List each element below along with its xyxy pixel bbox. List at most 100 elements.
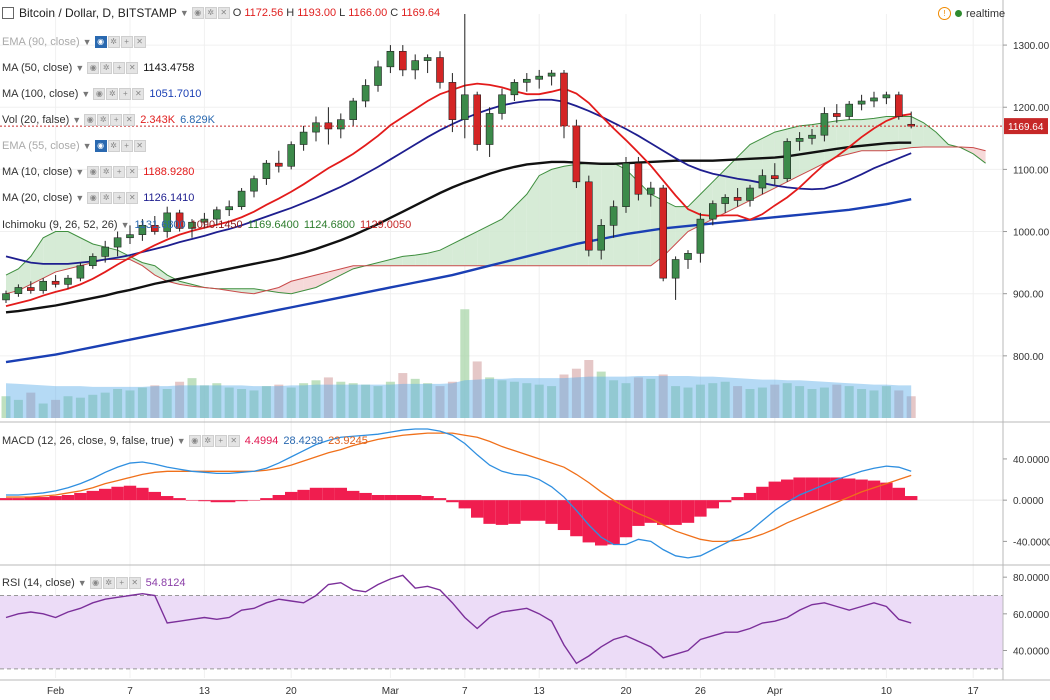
legend-volume[interactable]: Vol (20, false) ▼ ◉ ✲ + ✕ 2.343K 6.829K xyxy=(2,111,215,129)
volume-bar xyxy=(708,383,718,418)
chevron-down-icon[interactable]: ▼ xyxy=(72,115,82,125)
macd-histogram-bar xyxy=(520,500,533,521)
candle xyxy=(113,231,122,257)
chevron-down-icon[interactable]: ▼ xyxy=(75,193,85,203)
candle xyxy=(436,51,444,89)
macd-histogram-bar xyxy=(49,496,62,501)
ichimoku-cloud-segment xyxy=(551,166,564,266)
indicator-label: RSI (14, close) xyxy=(2,577,75,589)
ichimoku-cloud-segment xyxy=(452,237,465,266)
ichimoku-cloud-segment xyxy=(68,231,81,269)
close-icon: ✕ xyxy=(217,7,230,19)
chevron-down-icon[interactable]: ▼ xyxy=(82,37,92,47)
macd-pane[interactable] xyxy=(0,428,1003,559)
candle-body xyxy=(64,277,72,285)
chevron-down-icon[interactable]: ▼ xyxy=(82,141,92,151)
open-value: 1172.56 xyxy=(244,7,284,19)
ichimoku-cloud-segment xyxy=(278,281,292,294)
indicator-controls[interactable]: ◉ ✲ + ✕ xyxy=(188,435,240,447)
candle xyxy=(584,175,593,257)
chevron-down-icon[interactable]: ▼ xyxy=(176,436,186,446)
legend-macd[interactable]: MACD (12, 26, close, 9, false, true) ▼ ◉… xyxy=(2,432,368,450)
macd-histogram-bar xyxy=(0,498,13,501)
volume-bar xyxy=(323,377,333,418)
volume-bar xyxy=(894,390,904,418)
legend-rsi[interactable]: RSI (14, close) ▼ ◉ ✲ + ✕ 54.8124 xyxy=(2,574,185,592)
rsi-pane[interactable] xyxy=(0,574,1003,670)
indicator-controls[interactable]: ◉ ✲ + ✕ xyxy=(94,140,146,152)
legend-ema90[interactable]: EMA (90, close) ▼ ◉ ✲ + ✕ xyxy=(2,33,146,51)
candle xyxy=(770,163,779,185)
legend-ma20[interactable]: MA (20, close) ▼ ◉ ✲ + ✕ 1126.1410 xyxy=(2,189,194,207)
candle-body xyxy=(634,162,643,195)
candle xyxy=(200,212,209,229)
ichimoku-cloud-segment xyxy=(130,256,143,266)
chevron-down-icon[interactable]: ▼ xyxy=(75,63,85,73)
indicator-controls[interactable]: ◉ ✲ + ✕ xyxy=(93,88,145,100)
ichimoku-cloud-segment xyxy=(973,147,986,164)
volume-bar xyxy=(795,386,805,418)
macd-histogram-bar xyxy=(409,495,422,501)
indicator-controls[interactable]: ◉ ✲ + ✕ xyxy=(87,62,139,74)
candle xyxy=(188,219,196,238)
legend-ma10[interactable]: MA (10, close) ▼ ◉ ✲ + ✕ 1188.9280 xyxy=(2,163,194,181)
indicator-controls[interactable]: ◉ ✲ + ✕ xyxy=(89,577,141,589)
macd-histogram-bar xyxy=(322,487,335,501)
indicator-controls[interactable]: ◉ ✲ + ✕ xyxy=(87,192,139,204)
realtime-indicator[interactable]: ! realtime xyxy=(938,7,1005,20)
legend-controls[interactable]: ◉ ✲ ✕ xyxy=(191,7,230,19)
volume-bar xyxy=(224,387,234,418)
indicator-controls[interactable]: ◉ ✲ + ✕ xyxy=(94,36,146,48)
volume-bar xyxy=(125,390,135,418)
chevron-down-icon[interactable]: ▼ xyxy=(179,8,189,18)
volume-bar xyxy=(584,360,594,418)
chevron-down-icon[interactable]: ▼ xyxy=(75,167,85,177)
ichimoku-cloud-segment xyxy=(43,231,56,279)
macd-histogram-bar xyxy=(148,491,161,501)
chevron-down-icon[interactable]: ▼ xyxy=(120,220,130,230)
macd-histogram-bar xyxy=(272,495,285,501)
legend-ema55[interactable]: EMA (55, close) ▼ ◉ ✲ + ✕ xyxy=(2,137,146,155)
low-label: L xyxy=(339,7,346,19)
macd-signal-value: 23.9245 xyxy=(328,435,368,447)
collapse-icon[interactable] xyxy=(2,7,14,19)
indicator-controls[interactable]: ◉ ✲ + ✕ xyxy=(84,114,136,126)
legend-ma100[interactable]: MA (100, close) ▼ ◉ ✲ + ✕ 1051.7010 xyxy=(2,85,201,103)
macd-histogram-bar xyxy=(309,487,323,501)
clock-icon[interactable]: ! xyxy=(938,7,951,20)
macd-tick-label: -40.0000 xyxy=(1013,537,1050,548)
chevron-down-icon[interactable]: ▼ xyxy=(77,578,87,588)
volume-bar xyxy=(150,385,160,418)
eye-icon: ◉ xyxy=(188,435,201,447)
gear-icon: ✲ xyxy=(97,114,110,126)
candle-body xyxy=(609,206,618,226)
price-tick-label: 1000.00 xyxy=(1013,228,1050,239)
volume-bar xyxy=(485,377,495,418)
candle-body xyxy=(535,75,544,80)
volume-bar xyxy=(844,386,854,418)
macd-histogram-bar xyxy=(161,496,174,501)
legend-ma50[interactable]: MA (50, close) ▼ ◉ ✲ + ✕ 1143.4758 xyxy=(2,59,194,77)
candle xyxy=(262,160,271,185)
macd-histogram-bar xyxy=(880,482,893,501)
symbol-legend[interactable]: Bitcoin / Dollar, D, BITSTAMP ▼ ◉ ✲ ✕ O 117… xyxy=(2,4,440,22)
volume-bar xyxy=(361,384,371,418)
price-pane[interactable] xyxy=(0,14,1003,364)
candle xyxy=(758,169,767,195)
eye-icon: ◉ xyxy=(93,88,106,100)
volume-bar xyxy=(199,385,209,418)
ichimoku-cloud-segment xyxy=(886,116,899,151)
legend-ichimoku[interactable]: Ichimoku (9, 26, 52, 26) ▼ 1131.6800 109… xyxy=(2,216,411,234)
candle-body xyxy=(671,259,680,279)
candle xyxy=(659,184,668,282)
time-tick-label: 7 xyxy=(462,686,468,697)
macd-histogram-bar xyxy=(136,487,149,501)
chevron-down-icon[interactable]: ▼ xyxy=(81,89,91,99)
volume-bar xyxy=(509,381,519,418)
ichimoku-base-value: 1090.1450 xyxy=(190,219,243,231)
indicator-controls[interactable]: ◉ ✲ + ✕ xyxy=(87,166,139,178)
ma50-value: 1143.4758 xyxy=(143,62,195,74)
candle-body xyxy=(584,181,593,251)
